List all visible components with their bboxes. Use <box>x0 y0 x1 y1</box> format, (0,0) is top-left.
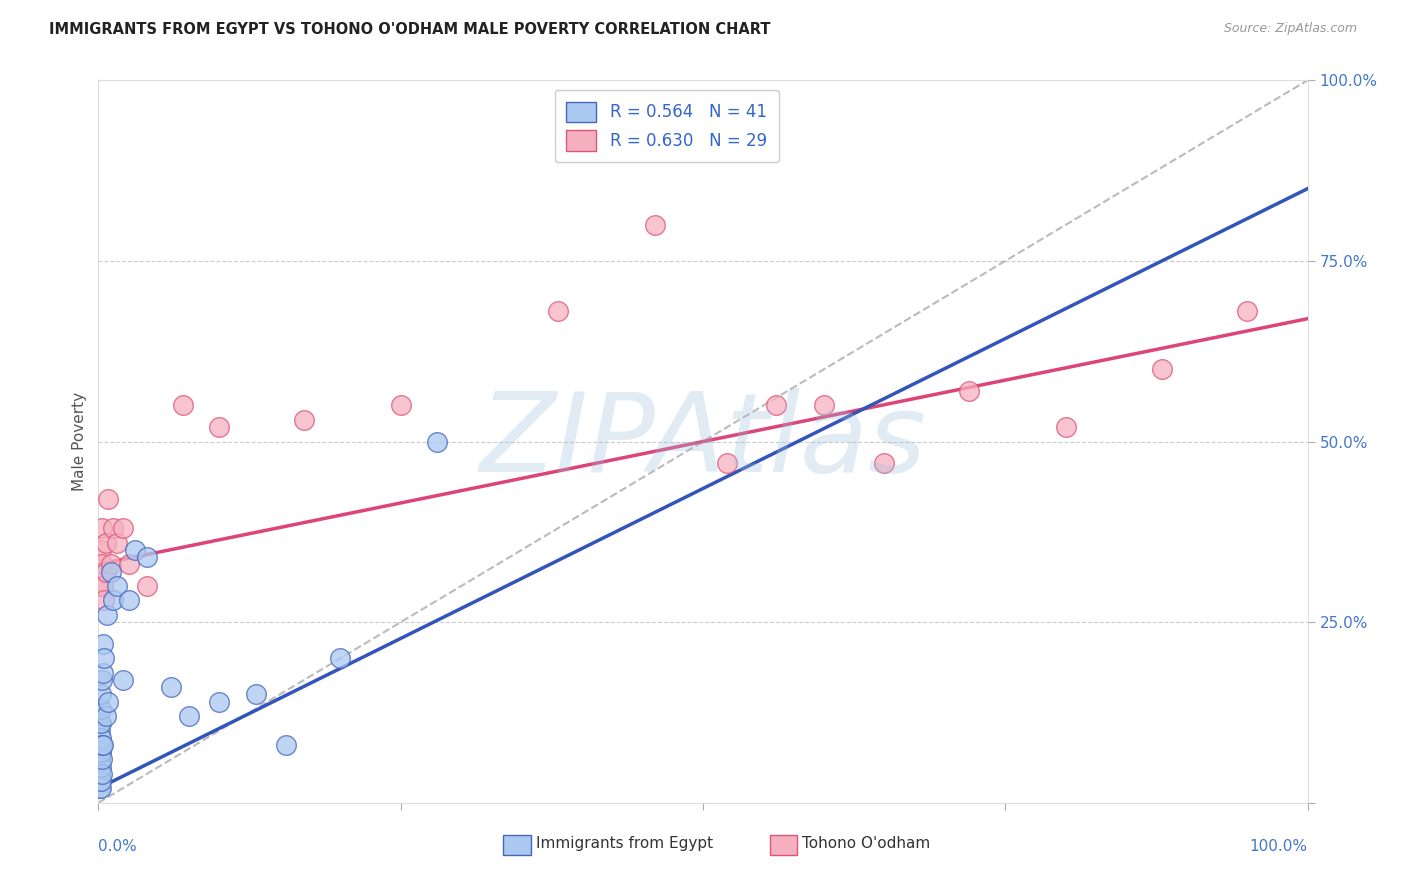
Point <box>644 218 666 232</box>
Point <box>94 709 117 723</box>
FancyBboxPatch shape <box>769 835 797 855</box>
Point <box>101 593 124 607</box>
Point <box>1054 420 1077 434</box>
Point <box>135 550 157 565</box>
Point <box>100 558 122 572</box>
Point <box>105 535 128 549</box>
Point <box>89 752 111 766</box>
Point <box>1152 362 1174 376</box>
Point <box>89 723 111 738</box>
Point <box>91 738 114 752</box>
FancyBboxPatch shape <box>503 835 531 855</box>
Point <box>105 579 128 593</box>
Point <box>89 767 111 781</box>
Point <box>100 565 122 579</box>
Point <box>91 521 114 535</box>
Point <box>94 565 117 579</box>
Point <box>1236 304 1258 318</box>
Point <box>426 434 449 449</box>
Point <box>329 651 352 665</box>
Point <box>89 738 111 752</box>
Point <box>89 716 111 731</box>
Text: ZIPAtlas: ZIPAtlas <box>479 388 927 495</box>
Point <box>135 579 157 593</box>
Point <box>91 558 114 572</box>
Point <box>172 398 194 412</box>
Text: 100.0%: 100.0% <box>1250 838 1308 854</box>
Point <box>208 420 231 434</box>
Point <box>89 774 111 789</box>
Point <box>101 521 124 535</box>
Point <box>91 579 114 593</box>
Point <box>91 637 114 651</box>
Point <box>91 665 114 680</box>
Point <box>90 542 112 557</box>
Point <box>813 398 835 412</box>
Point <box>118 558 141 572</box>
Point <box>93 593 115 607</box>
Point <box>91 738 114 752</box>
Point <box>245 687 267 701</box>
Point <box>90 774 112 789</box>
Point <box>118 593 141 607</box>
Point <box>389 398 412 412</box>
Point <box>96 607 118 622</box>
Point <box>160 680 183 694</box>
Text: Tohono O'odham: Tohono O'odham <box>803 837 931 852</box>
Point <box>292 413 315 427</box>
Point <box>765 398 787 412</box>
Point <box>274 738 297 752</box>
Text: Immigrants from Egypt: Immigrants from Egypt <box>536 837 713 852</box>
Point <box>179 709 201 723</box>
Legend: R = 0.564   N = 41, R = 0.630   N = 29: R = 0.564 N = 41, R = 0.630 N = 29 <box>555 90 779 162</box>
Point <box>90 702 112 716</box>
Text: IMMIGRANTS FROM EGYPT VS TOHONO O'ODHAM MALE POVERTY CORRELATION CHART: IMMIGRANTS FROM EGYPT VS TOHONO O'ODHAM … <box>49 22 770 37</box>
Point <box>89 579 111 593</box>
Point <box>111 673 134 687</box>
Point <box>208 695 231 709</box>
Point <box>93 651 115 665</box>
Point <box>89 745 111 759</box>
Point <box>111 521 134 535</box>
Text: Source: ZipAtlas.com: Source: ZipAtlas.com <box>1223 22 1357 36</box>
Point <box>90 745 112 759</box>
Point <box>97 695 120 709</box>
Point <box>91 752 114 766</box>
Point <box>716 456 738 470</box>
Point <box>873 456 896 470</box>
Point <box>90 731 112 745</box>
Point <box>547 304 569 318</box>
Text: 0.0%: 0.0% <box>98 838 138 854</box>
Point <box>957 384 980 398</box>
Point <box>90 687 112 701</box>
Point <box>90 760 112 774</box>
Y-axis label: Male Poverty: Male Poverty <box>72 392 87 491</box>
Point <box>97 492 120 507</box>
Point <box>94 535 117 549</box>
Point <box>90 716 112 731</box>
Point <box>91 767 114 781</box>
Point <box>90 781 112 796</box>
Point <box>91 673 114 687</box>
Point <box>89 781 111 796</box>
Point <box>124 542 146 557</box>
